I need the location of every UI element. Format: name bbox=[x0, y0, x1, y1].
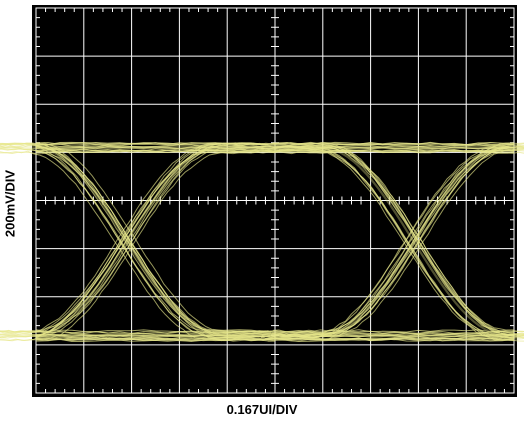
trace-falling-edge bbox=[272, 142, 524, 332]
trace-falling-edge bbox=[261, 145, 524, 336]
trace-falling-edge bbox=[0, 148, 265, 339]
trace-falling-edge bbox=[0, 142, 278, 333]
eye-traces bbox=[0, 141, 524, 342]
trace-rising-core bbox=[270, 146, 524, 337]
trace-falling-edge bbox=[0, 151, 276, 342]
trace-falling-edge bbox=[0, 143, 263, 334]
trace-high-level bbox=[35, 144, 515, 148]
trace-falling-edge bbox=[277, 144, 524, 335]
trace-falling-edge bbox=[0, 150, 261, 342]
x-axis-label: 0.167UI/DIV bbox=[226, 402, 298, 417]
trace-low-level bbox=[35, 330, 515, 334]
trace-rising-edge bbox=[0, 142, 278, 333]
trace-falling-edge bbox=[0, 145, 274, 336]
y-axis-label: 200mV/DIV bbox=[2, 169, 18, 238]
trace-falling-core bbox=[0, 146, 271, 337]
trace-falling-edge bbox=[264, 148, 524, 339]
trace-rising-core bbox=[0, 146, 271, 337]
trace-falling-core bbox=[270, 146, 524, 337]
trace-high-level bbox=[35, 150, 515, 154]
